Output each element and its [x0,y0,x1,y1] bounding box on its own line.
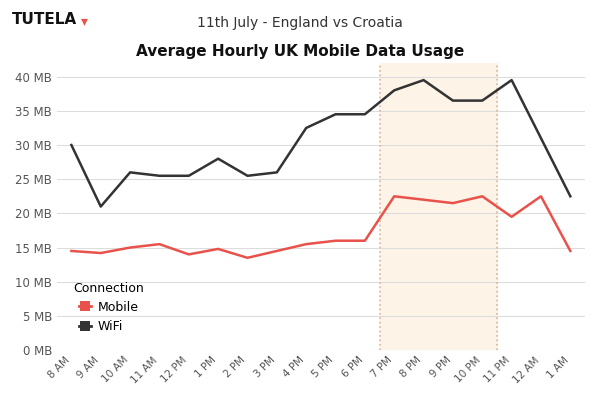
Legend: Mobile, WiFi: Mobile, WiFi [68,276,149,338]
Text: Average Hourly UK Mobile Data Usage: Average Hourly UK Mobile Data Usage [136,44,464,59]
Text: TUTELA: TUTELA [12,12,77,27]
Bar [380,63,497,350]
Text: 11th July - England vs Croatia: 11th July - England vs Croatia [197,16,403,30]
Text: ▾: ▾ [81,14,88,28]
